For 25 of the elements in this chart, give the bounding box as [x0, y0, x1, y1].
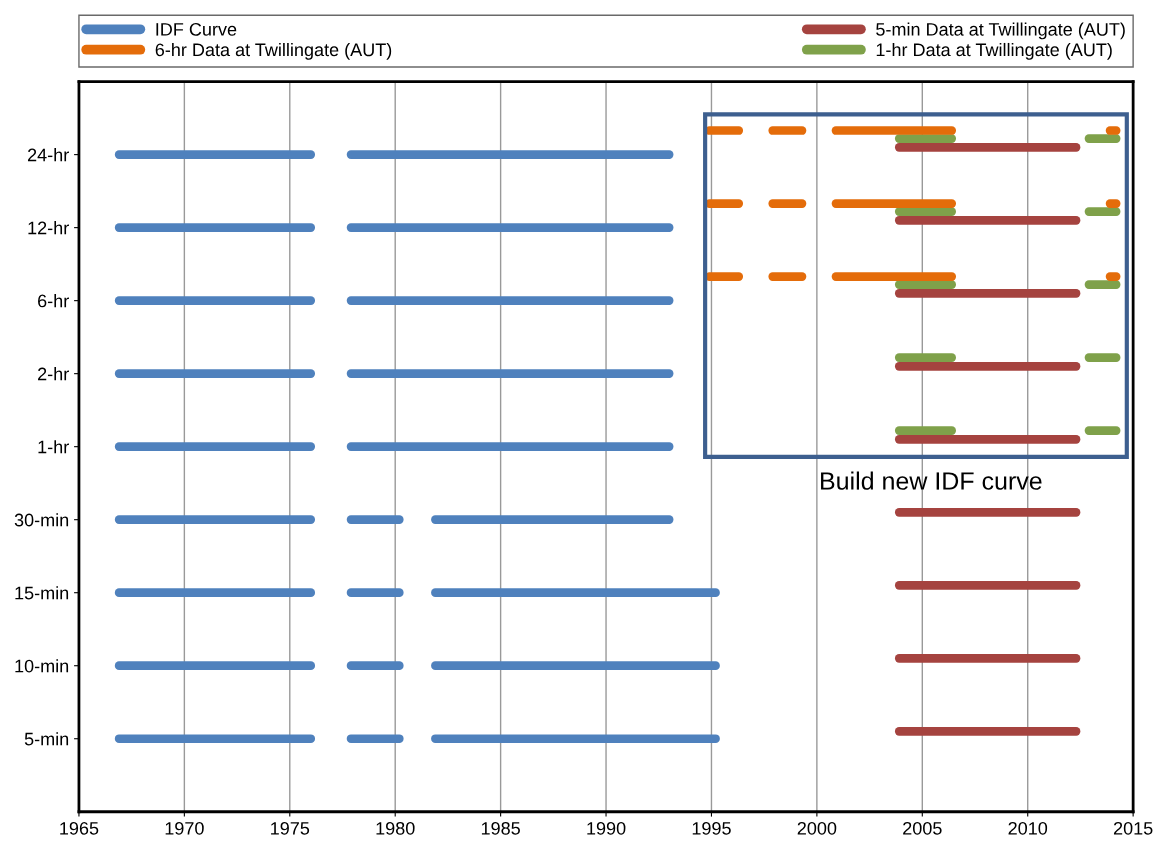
y-tick-label: 6-hr [38, 294, 69, 308]
y-tick-label: 10-min [15, 659, 69, 673]
x-tick-label: 2015 [1113, 821, 1153, 835]
y-tick-label: 15-min [15, 586, 69, 600]
annotation: Build new IDF curve [821, 471, 1042, 490]
x-tick-label: 1975 [271, 821, 310, 835]
y-tick-label: 30-min [14, 513, 69, 527]
legend-label: IDF Curve [156, 22, 237, 36]
x-tick-label: 1995 [692, 821, 731, 835]
x-tick-label: 1980 [376, 821, 415, 835]
x-tick-label: 1990 [587, 821, 626, 835]
x-tick-label: 2000 [797, 821, 837, 835]
x-tick-label: 2010 [1008, 821, 1048, 835]
y-tick-label: 5-min [24, 732, 69, 746]
x-tick-label: 1970 [165, 821, 204, 835]
x-tick-label: 1985 [481, 821, 520, 835]
x-tick-label: 2005 [903, 821, 942, 835]
y-tick-label: 2-hr [38, 367, 69, 381]
x-tick-label: 1965 [60, 821, 99, 835]
y-tick-label: 24-hr [27, 148, 69, 162]
y-tick-label: 1-hr [38, 440, 69, 454]
legend-label: 6-hr Data at Twillingate (AUT) [155, 42, 392, 60]
legend-label: 1-hr Data at Twillingate (AUT) [876, 42, 1112, 60]
y-tick-label: 12-hr [28, 221, 69, 235]
legend-label: 5-min Data at Twillingate (AUT) [876, 22, 1125, 40]
